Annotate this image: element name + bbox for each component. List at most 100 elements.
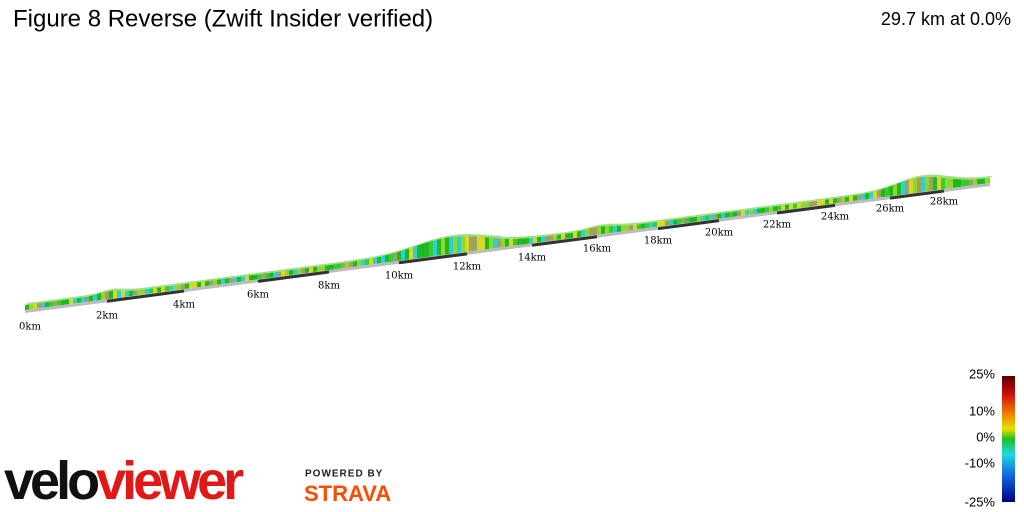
profile-segment: [505, 238, 509, 247]
profile-segment: [349, 261, 353, 268]
profile-top: [189, 280, 196, 284]
profile-segment: [77, 297, 81, 304]
profile-top: [149, 286, 156, 289]
profile-top: [441, 235, 448, 239]
profile-top: [789, 201, 796, 205]
profile-top: [769, 204, 776, 208]
profile-top: [929, 174, 936, 177]
profile-top: [361, 257, 368, 261]
profile-segment: [769, 206, 773, 213]
profile-top: [421, 241, 428, 245]
profile-top: [609, 223, 616, 226]
profile-top: [217, 277, 224, 280]
profile-segment: [209, 280, 213, 286]
profile-top: [33, 301, 40, 304]
profile-top: [649, 220, 656, 223]
profile-segment: [733, 211, 737, 217]
powered-by: POWERED BY: [305, 469, 383, 480]
logo-velo: velo: [4, 451, 98, 511]
profile-top: [913, 175, 920, 179]
profile-segment: [325, 264, 329, 271]
profile-top: [917, 175, 924, 178]
profile-top: [329, 262, 336, 265]
profile-top: [493, 235, 500, 238]
profile-segment: [89, 295, 93, 302]
profile-top: [265, 270, 272, 274]
profile-segment: [509, 238, 513, 247]
profile-top: [701, 213, 708, 217]
profile-segment: [577, 230, 581, 238]
profile-segment: [249, 274, 253, 281]
profile-top: [181, 281, 188, 285]
profile-top: [73, 296, 80, 299]
profile-segment: [157, 287, 161, 293]
profile-top: [757, 206, 764, 209]
profile-top: [721, 210, 728, 214]
legend-label: 10%: [969, 403, 995, 418]
distance-label: 6km: [247, 290, 269, 301]
profile-top: [761, 205, 768, 209]
profile-segment: [465, 236, 469, 253]
profile-segment: [169, 285, 173, 292]
profile-top: [593, 224, 600, 228]
profile-segment: [293, 269, 297, 275]
profile-top: [57, 298, 64, 301]
profile-top: [545, 233, 552, 237]
profile-top: [693, 214, 700, 218]
profile-top: [317, 264, 324, 267]
profile-segment: [613, 225, 617, 233]
profile-top: [157, 285, 164, 288]
profile-segment: [713, 213, 717, 220]
profile-segment: [641, 223, 645, 229]
profile-segment: [521, 238, 525, 245]
profile-top: [161, 284, 168, 288]
profile-top: [129, 288, 136, 291]
profile-segment: [693, 216, 697, 223]
profile-segment: [73, 298, 77, 304]
profile-top: [201, 279, 208, 282]
profile-top: [569, 230, 576, 234]
profile-top: [377, 254, 384, 258]
profile-top: [197, 279, 204, 283]
profile-segment: [165, 286, 169, 292]
profile-segment: [933, 176, 937, 191]
profile-segment: [281, 270, 285, 277]
profile-top: [821, 197, 828, 201]
profile-top: [489, 235, 496, 238]
profile-segment: [573, 231, 577, 238]
profile-segment: [149, 288, 153, 294]
profile-top: [577, 228, 584, 232]
profile-top: [285, 268, 292, 271]
gradient-scale: [1002, 376, 1015, 502]
profile-top: [293, 267, 300, 270]
profile-segment: [289, 269, 293, 276]
profile-top: [477, 234, 484, 237]
profile-segment: [145, 288, 149, 295]
profile-segment: [377, 256, 381, 264]
profile-segment: [313, 266, 317, 273]
profile-segment: [665, 220, 669, 226]
profile-segment: [749, 209, 753, 215]
profile-top: [193, 280, 200, 283]
profile-top: [961, 177, 968, 180]
profile-top: [177, 282, 184, 285]
profile-segment: [837, 197, 841, 204]
profile-top: [773, 204, 780, 207]
profile-top: [977, 176, 984, 180]
profile-top: [621, 223, 628, 226]
profile-segment: [681, 218, 685, 224]
profile-top: [429, 238, 436, 242]
profile-top: [585, 226, 592, 230]
profile-top: [729, 209, 736, 213]
profile-segment: [469, 236, 473, 252]
profile-top: [425, 239, 432, 244]
profile-segment: [109, 290, 113, 299]
profile-segment: [53, 300, 57, 307]
profile-top: [989, 175, 993, 178]
profile-top: [449, 234, 456, 238]
distance-bar: [531, 235, 598, 247]
profile-segment: [317, 266, 321, 272]
distance-label: 12km: [453, 262, 482, 273]
profile-top: [617, 223, 624, 226]
profile-top: [853, 193, 860, 196]
